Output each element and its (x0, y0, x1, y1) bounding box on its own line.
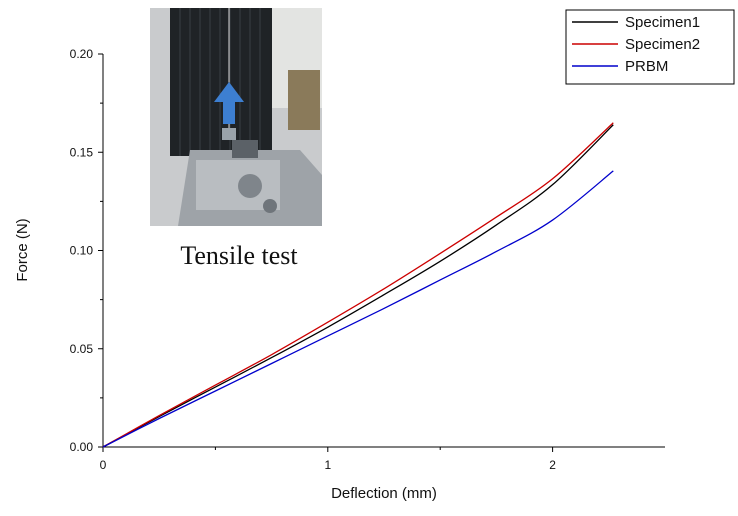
series-line-prbm (102, 170, 614, 448)
y-tick-label: 0.00 (70, 440, 94, 454)
y-tick-label: 0.20 (70, 47, 94, 61)
series-layer (102, 122, 614, 448)
y-tick-label: 0.05 (70, 342, 94, 356)
series-line-specimen1 (102, 124, 614, 448)
y-axis-label: Force (N) (14, 218, 31, 281)
x-tick-label: 1 (324, 458, 331, 472)
inset-caption: Tensile test (180, 241, 298, 270)
legend: Specimen1 Specimen2 PRBM (565, 9, 735, 85)
y-tick-label: 0.10 (70, 244, 94, 258)
series-line-specimen2 (102, 122, 614, 448)
x-axis-ticks: 0 1 2 (100, 447, 556, 472)
legend-label-specimen2: Specimen2 (625, 36, 700, 53)
tensile-test-photo (150, 8, 322, 226)
y-tick-label: 0.15 (70, 145, 94, 159)
y-axis-ticks: 0.00 0.05 0.10 0.15 0.20 (70, 47, 103, 454)
x-tick-label: 0 (100, 458, 107, 472)
legend-label-specimen1: Specimen1 (625, 14, 700, 31)
legend-label-prbm: PRBM (625, 58, 668, 75)
x-tick-label: 2 (549, 458, 556, 472)
x-axis-label: Deflection (mm) (331, 485, 437, 502)
